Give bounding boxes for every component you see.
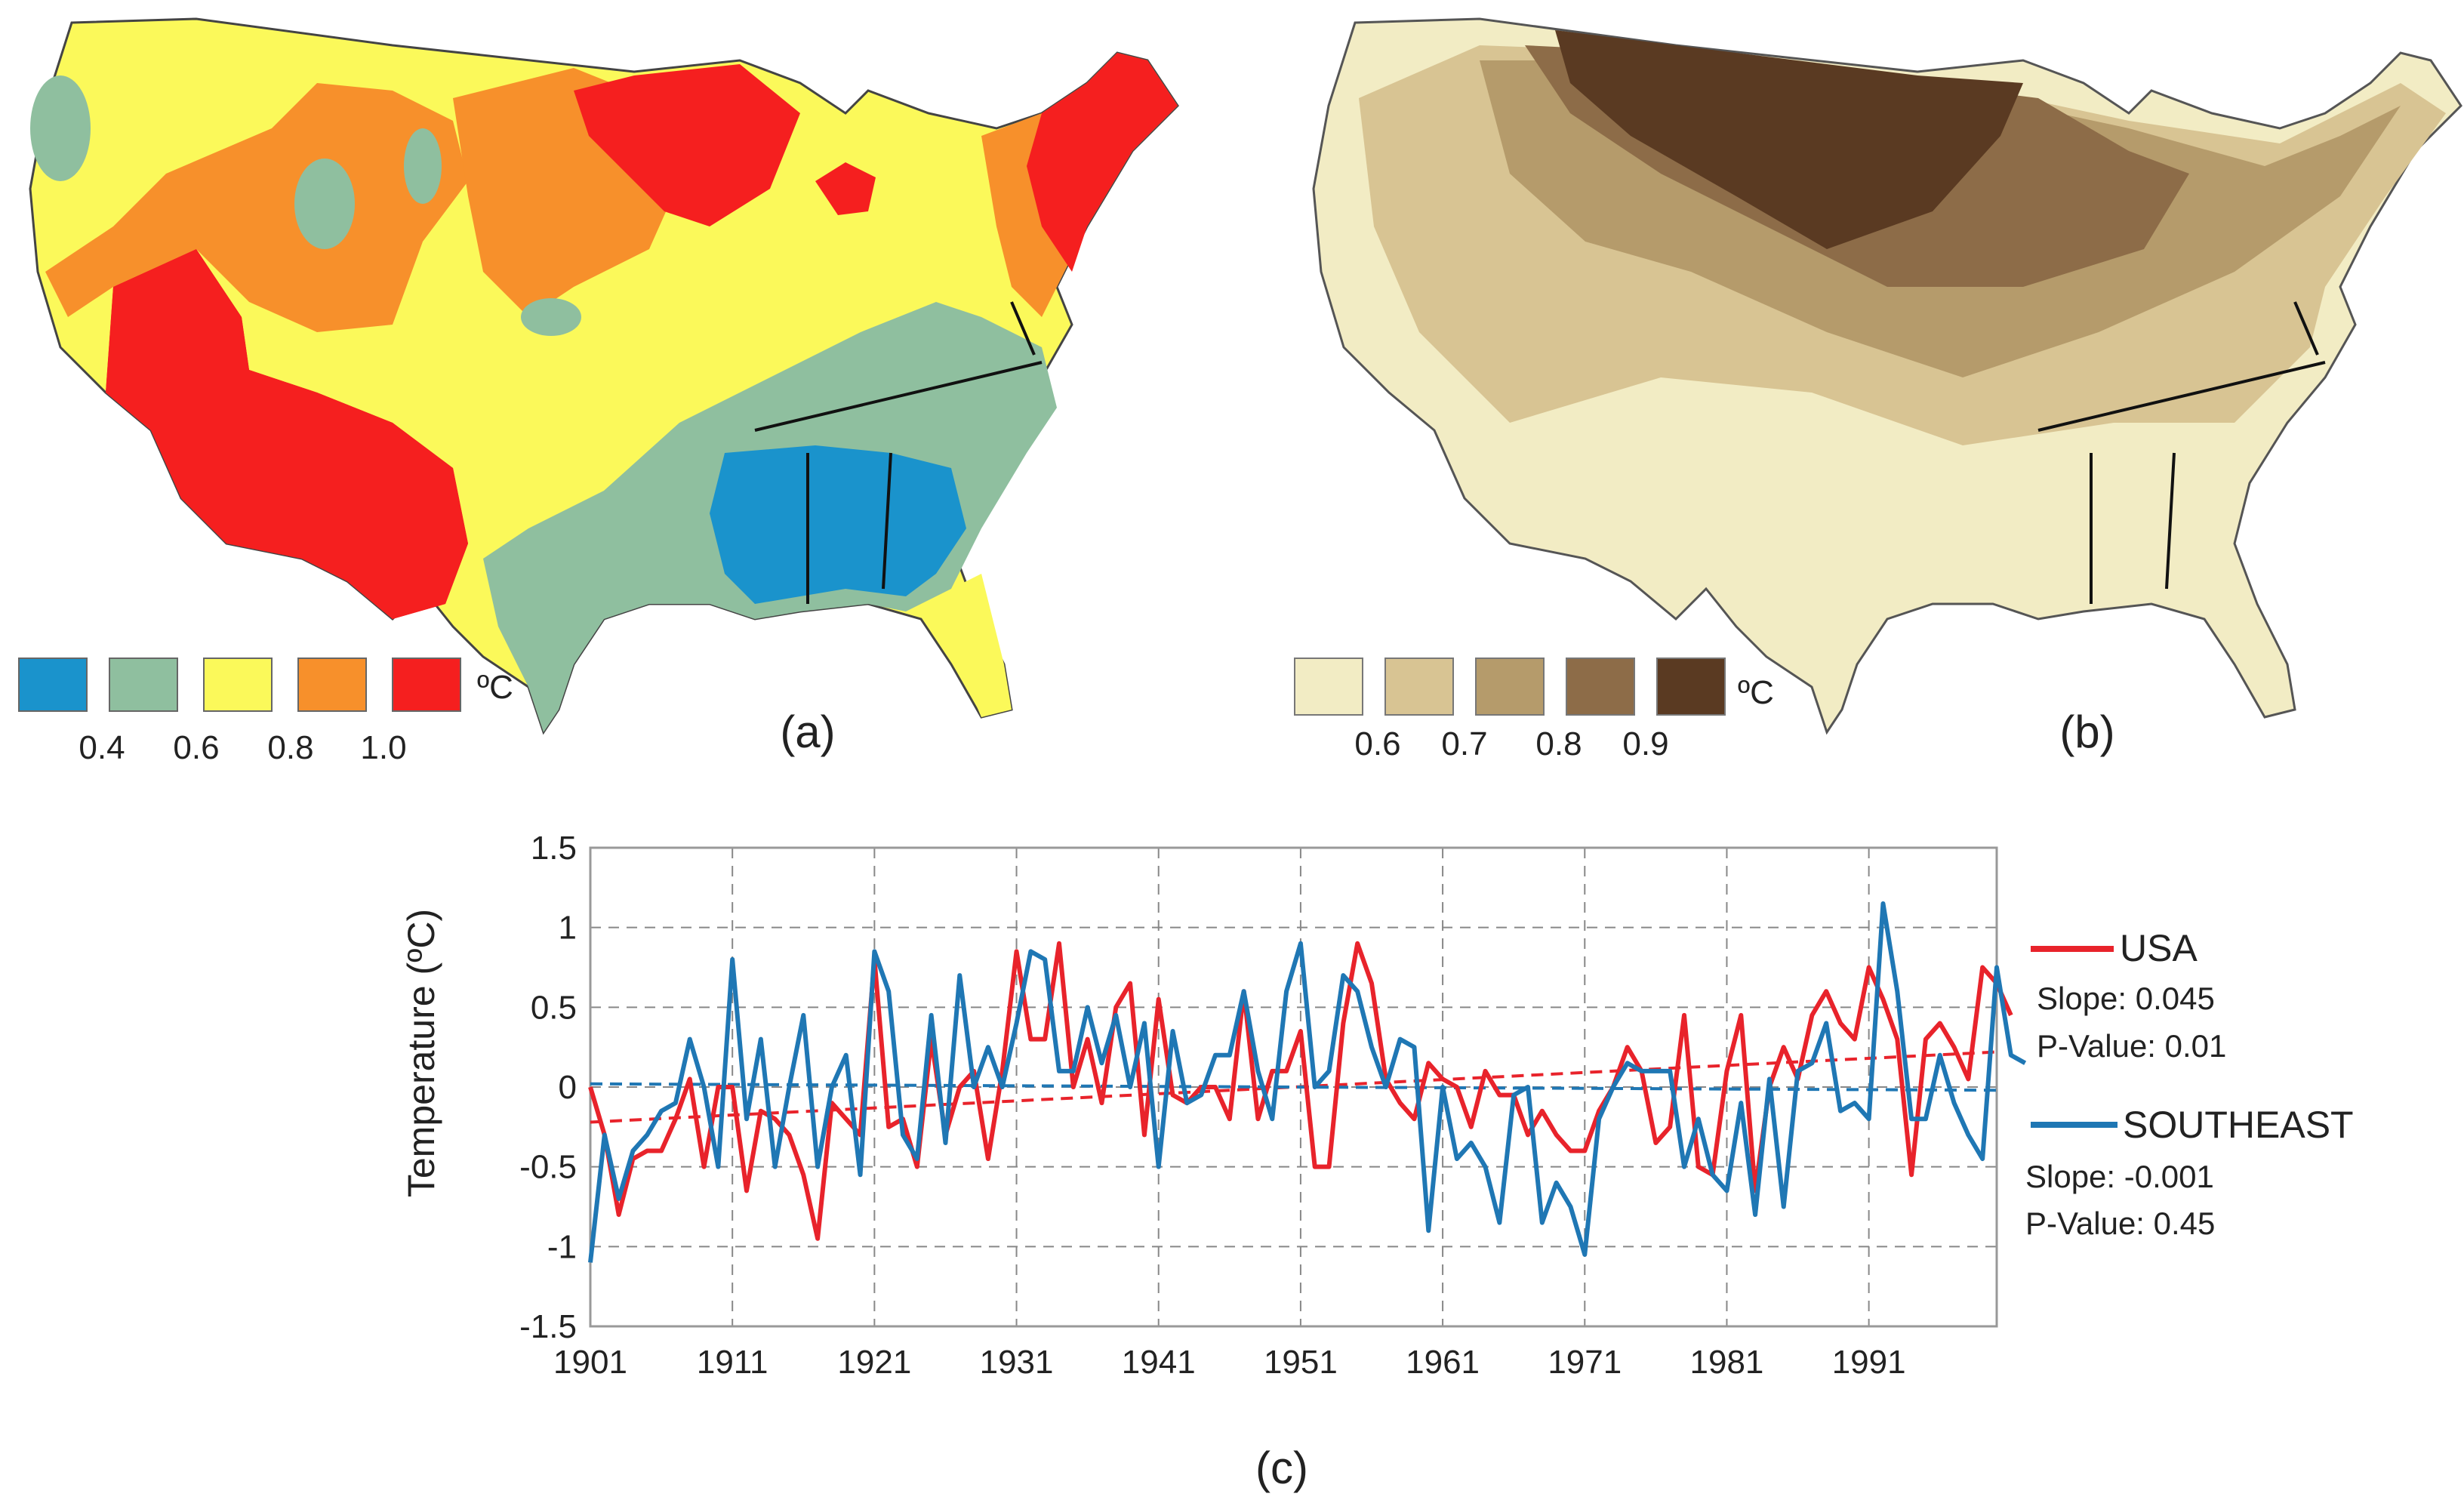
panel-a-red-north [574,64,800,226]
chart-legend: USA Slope: 0.045 P-Value: 0.01 SOUTHEAST… [2025,927,2354,1241]
panel-b-legend-swatch [1566,658,1635,716]
panel-b-legend-swatch [1475,658,1545,716]
panel-c-label: (c) [1255,1443,1308,1493]
x-tick-label: 1931 [980,1344,1054,1381]
x-tick-label: 1951 [1264,1344,1338,1381]
panel-a-green-patch [404,128,442,204]
panel-a-legend: ºC 0.4 0.6 0.8 1.0 [18,658,513,766]
legend-label-southeast: SOUTHEAST [2123,1104,2354,1146]
x-tick-label: 1981 [1690,1344,1764,1381]
panel-a-blue-core [710,445,966,604]
y-tick-label: 1 [559,910,577,947]
panel-c-chart: 1.510.50-0.5-1-1.5 1901 1911 1921 1931 1941 1… [400,830,2354,1493]
y-tick-label: 1.5 [531,830,577,867]
panel-a-legend-swatch [109,658,178,712]
panel-a-legend-swatch [18,658,88,712]
trend-lines [590,1050,1997,1124]
series-lines [588,901,2027,1263]
panel-a-legend-swatch [203,658,273,712]
y-tick-label: -1 [547,1228,577,1265]
panel-a-orange-west [45,83,468,332]
plot-area [589,846,1998,1328]
panel-a-legend-unit: ºC [477,669,513,706]
panel-b-legend-tick: 0.7 [1441,725,1487,762]
panel-b-label: (b) [2059,707,2114,757]
panel-b-legend-tick: 0.9 [1622,725,1668,762]
legend-label-usa: USA [2120,927,2198,969]
panel-a-region-border [754,301,1043,604]
panel-a-legend-tick: 0.6 [173,729,219,766]
panel-b-legend-tick: 0.8 [1535,725,1582,762]
panel-b-map: ºC 0.6 0.7 0.8 0.9 (b) [1294,17,2462,762]
panel-a-florida [951,574,1012,717]
series-line-southeast [588,901,2027,1263]
panel-b-legend-unit: ºC [1738,674,1774,711]
panel-a-label: (a) [780,707,835,757]
panel-b-legend: ºC 0.6 0.7 0.8 0.9 [1294,658,1774,762]
panel-b-legend-swatch [1656,658,1726,716]
panel-a-legend-swatch [297,658,367,712]
x-axis-ticks: 1901 1911 1921 1931 1941 1951 1961 1971 1981 1991 [553,1344,1906,1381]
panel-a-green-patch [30,75,91,181]
trend-line-southeast [590,1082,1997,1092]
x-tick-label: 1941 [1122,1344,1196,1381]
panel-a-red-ne [1027,53,1178,272]
y-tick-label: 0.5 [531,989,577,1026]
legend-slope-usa: Slope: 0.045 [2037,981,2215,1016]
y-tick-label: -1.5 [519,1308,577,1345]
x-tick-label: 1911 [697,1344,768,1381]
panel-a-green-patch [294,159,355,249]
panel-a-legend-swatch [392,658,461,712]
x-tick-label: 1991 [1832,1344,1906,1381]
legend-slope-southeast: Slope: -0.001 [2025,1159,2214,1194]
panel-a-red-mi [815,162,876,215]
series-line-usa [588,941,2013,1241]
panel-b-band-10 [1555,30,2023,249]
panel-a-red-southwest-core [106,249,468,619]
panel-a-map: ºC 0.4 0.6 0.8 1.0 (a) [18,17,1179,766]
x-tick-label: 1971 [1548,1344,1622,1381]
panel-b-region-border [2037,301,2326,604]
legend-pvalue-southeast: P-Value: 0.45 [2025,1206,2215,1241]
chart-grid [590,848,1997,1326]
trend-line-usa [590,1050,1997,1124]
panel-a-green-patch [521,298,581,336]
x-tick-label: 1901 [553,1344,627,1381]
x-tick-label: 1961 [1406,1344,1480,1381]
panel-b-legend-swatch [1294,658,1363,716]
x-tick-label: 1921 [837,1344,911,1381]
panel-a-legend-tick: 0.8 [267,729,313,766]
legend-pvalue-usa: P-Value: 0.01 [2037,1028,2226,1064]
panel-a-legend-tick: 1.0 [360,729,406,766]
y-axis-label: Temperature (ºC) [400,909,442,1197]
y-axis-ticks: 1.5 1 0.5 0 -0.5 -1 -1.5 [519,830,577,1345]
y-tick-label: -0.5 [519,1149,577,1186]
panel-b-legend-swatch [1384,658,1454,716]
panel-a-legend-tick: 0.4 [79,729,125,766]
y-tick-label: 0 [559,1069,577,1106]
panel-b-legend-tick: 0.6 [1354,725,1400,762]
